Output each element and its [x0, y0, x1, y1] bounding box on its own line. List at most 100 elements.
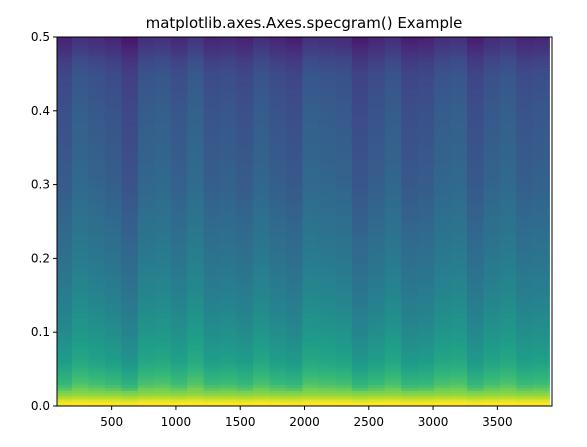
spectrogram-cell	[187, 116, 205, 120]
spectrogram-cell	[220, 263, 238, 267]
spectrogram-cell	[351, 352, 369, 357]
spectrogram-cell	[384, 159, 402, 163]
spectrogram-cell	[269, 84, 287, 89]
spectrogram-cell	[467, 266, 485, 270]
spectrogram-cell	[121, 352, 139, 357]
spectrogram-cell	[368, 309, 386, 313]
spectrogram-cell	[121, 280, 139, 285]
spectrogram-cell	[121, 401, 139, 406]
spectrogram-cell	[57, 179, 73, 184]
spectrogram-cell	[220, 329, 238, 334]
spectrogram-cell	[516, 87, 534, 91]
spectrogram-cell	[532, 130, 550, 135]
spectrogram-cell	[170, 124, 188, 129]
spectrogram-cell	[467, 352, 485, 357]
spectrogram-cell	[532, 329, 550, 334]
spectrogram-cell	[285, 274, 304, 279]
spectrogram-cell	[532, 211, 550, 215]
spectrogram-cell	[253, 130, 271, 135]
spectrogram-cell	[121, 231, 139, 236]
spectrogram-cell	[384, 237, 402, 241]
spectrogram-cell	[384, 84, 402, 89]
spectrogram-cell	[253, 297, 271, 302]
spectrogram-cell	[285, 156, 304, 161]
spectrogram-cell	[72, 147, 90, 152]
spectrogram-cell	[532, 269, 550, 273]
spectrogram-cell	[253, 318, 271, 322]
spectrogram-cell	[483, 398, 501, 403]
spectrogram-cell	[220, 375, 238, 380]
spectrogram-cell	[236, 176, 254, 181]
spectrogram-cell	[253, 237, 271, 241]
spectrogram-cell	[72, 173, 90, 178]
spectrogram-cell	[499, 254, 517, 259]
spectrogram-cell	[203, 254, 221, 259]
spectrogram-cell	[203, 292, 221, 296]
spectrogram-cell	[121, 295, 139, 299]
spectrogram-cell	[88, 320, 106, 325]
spectrogram-cell	[137, 312, 155, 316]
spectrogram-cell	[351, 341, 369, 345]
spectrogram-cell	[236, 145, 254, 149]
spectrogram-cell	[220, 139, 238, 143]
spectrogram-cell	[368, 47, 386, 51]
spectrogram-cell	[335, 303, 353, 308]
spectrogram-cell	[384, 58, 402, 63]
spectrogram-cell	[253, 44, 271, 48]
spectrogram-cell	[401, 352, 419, 357]
spectrogram-cell	[467, 81, 485, 86]
spectrogram-cell	[368, 286, 386, 290]
spectrogram-cell	[253, 52, 271, 57]
spectrogram-cell	[253, 64, 271, 68]
spectrogram-cell	[154, 332, 172, 336]
spectrogram-cell	[351, 398, 369, 403]
spectrogram-cell	[516, 70, 534, 74]
spectrogram-cell	[483, 277, 501, 282]
spectrogram-cell	[137, 113, 155, 117]
spectrogram-cell	[467, 237, 485, 241]
spectrogram-cell	[104, 197, 123, 201]
spectrogram-cell	[269, 329, 287, 334]
spectrogram-cell	[236, 202, 254, 207]
spectrogram-cell	[483, 185, 501, 189]
spectrogram-cell	[368, 234, 386, 238]
spectrogram-cell	[253, 75, 271, 80]
spectrogram-cell	[88, 271, 106, 276]
spectrogram-cell	[401, 246, 419, 250]
spectrogram-cell	[187, 202, 205, 207]
spectrogram-cell	[434, 297, 452, 302]
spectrogram-cell	[368, 188, 386, 192]
spectrogram-cell	[57, 320, 73, 325]
spectrogram-cell	[483, 133, 501, 138]
spectrogram-cell	[467, 171, 485, 175]
spectrogram-cell	[203, 320, 221, 325]
spectrogram-cell	[253, 289, 271, 293]
spectrogram-cell	[532, 303, 550, 308]
spectrogram-cell	[187, 199, 205, 204]
spectrogram-cell	[269, 81, 287, 86]
y-tick-label: 0.2	[31, 251, 50, 265]
spectrogram-cell	[285, 179, 304, 184]
chart-title: matplotlib.axes.Axes.specgram() Example	[146, 14, 463, 32]
spectrogram-cell	[236, 214, 254, 218]
spectrogram-cell	[351, 384, 369, 388]
spectrogram-cell	[137, 260, 155, 264]
spectrogram-cell	[104, 75, 123, 80]
spectrogram-cell	[236, 332, 254, 336]
spectrogram-cell	[434, 384, 452, 388]
spectrogram-cell	[434, 37, 452, 40]
spectrogram-cell	[335, 90, 353, 94]
spectrogram-cell	[57, 372, 73, 377]
spectrogram-cell	[285, 220, 304, 224]
spectrogram-cell	[417, 52, 435, 57]
spectrogram-cell	[187, 142, 205, 146]
spectrogram-cell	[203, 228, 221, 233]
spectrogram-cell	[72, 37, 90, 40]
spectrogram-cell	[368, 222, 386, 227]
spectrogram-cell	[434, 335, 452, 339]
spectrogram-cell	[318, 312, 336, 316]
spectrogram-cell	[450, 185, 468, 189]
spectrogram-cell	[203, 211, 221, 215]
spectrogram-cell	[137, 75, 155, 80]
spectrogram-cell	[88, 145, 106, 149]
